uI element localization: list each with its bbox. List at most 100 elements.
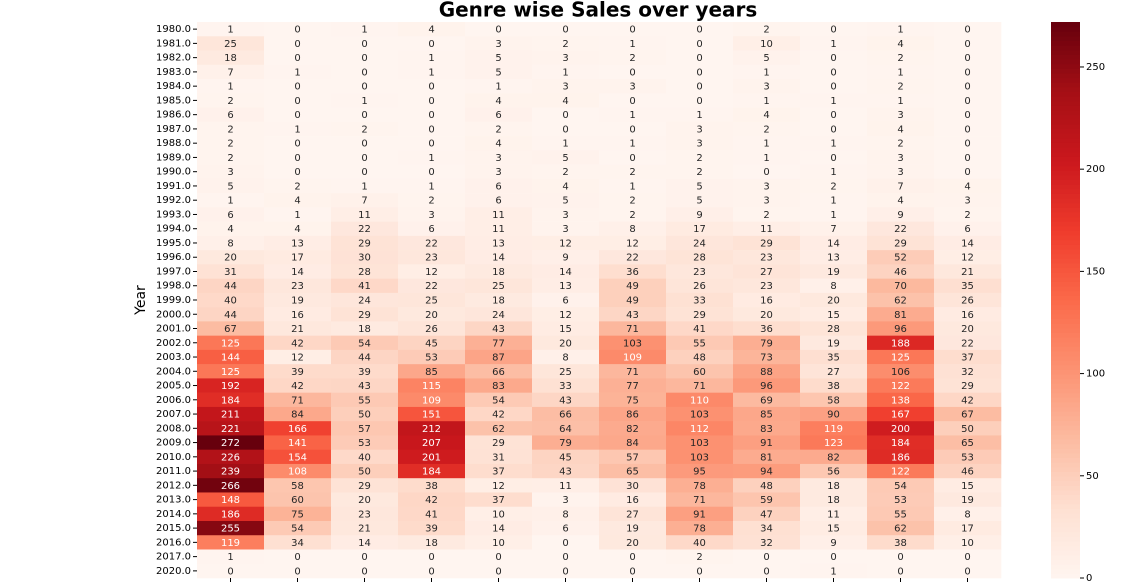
chart-title: Genre wise Sales over years — [439, 0, 758, 22]
cell-label: 239 — [221, 467, 240, 478]
colorbar-segment — [1051, 72, 1080, 79]
colorbar-segment — [1051, 369, 1080, 375]
heatmap-cell — [800, 421, 868, 436]
cell-label: 212 — [422, 424, 441, 435]
heatmap-cell — [264, 506, 332, 522]
cell-label: 3 — [696, 139, 702, 150]
cell-label: 0 — [696, 566, 702, 577]
heatmap-cell — [331, 307, 399, 322]
colorbar-segment — [1051, 45, 1080, 51]
colorbar-segment — [1051, 77, 1080, 83]
cell-label: 5 — [562, 153, 568, 164]
heatmap-cell — [666, 64, 734, 80]
colorbar-segment — [1051, 568, 1080, 574]
cell-label: 1 — [227, 196, 233, 207]
cell-label: 5 — [562, 196, 568, 207]
colorbar-segment — [1051, 397, 1080, 403]
colorbar-segment — [1051, 327, 1080, 333]
colorbar-segment — [1051, 462, 1080, 468]
y-tick-label: 1989.0 — [156, 152, 191, 163]
heatmap-cell — [398, 535, 466, 550]
heatmap-cell — [264, 150, 332, 165]
heatmap-cell — [867, 136, 935, 151]
cell-label: 166 — [288, 424, 307, 435]
cell-label: 0 — [897, 552, 903, 563]
heatmap-cell — [599, 250, 667, 265]
heatmap-cell — [465, 164, 533, 180]
cell-label: 0 — [830, 124, 836, 135]
heatmap-cell — [800, 435, 868, 450]
cell-label: 25 — [492, 281, 505, 292]
cell-label: 44 — [358, 353, 371, 364]
y-tick-label: 2008.0 — [156, 423, 191, 434]
colorbar-segment — [1051, 425, 1080, 431]
colorbar-segment — [1051, 96, 1080, 102]
heatmap-cell — [398, 449, 466, 465]
cell-label: 15 — [961, 481, 974, 492]
heatmap-cell — [800, 378, 868, 393]
heatmap-cell — [867, 264, 935, 279]
colorbar-tick-label: 250 — [1086, 62, 1105, 73]
heatmap-cell — [733, 278, 801, 294]
heatmap-cell — [398, 506, 466, 522]
cell-label: 0 — [294, 110, 300, 121]
heatmap-cell — [599, 107, 667, 123]
cell-label: 30 — [358, 253, 371, 264]
cell-label: 0 — [830, 552, 836, 563]
heatmap-cell — [934, 235, 1002, 251]
heatmap-cell — [532, 535, 600, 550]
heatmap-cell — [398, 264, 466, 279]
cell-label: 16 — [760, 296, 773, 307]
heatmap-cell — [599, 164, 667, 180]
cell-label: 1 — [830, 210, 836, 221]
colorbar-segment — [1051, 545, 1080, 551]
cell-label: 6 — [495, 110, 501, 121]
cell-label: 20 — [760, 310, 773, 321]
cell-label: 0 — [629, 566, 635, 577]
cell-label: 1 — [495, 82, 501, 93]
heatmap-cell — [331, 349, 399, 365]
cell-label: 81 — [760, 452, 773, 463]
heatmap-cell — [197, 349, 265, 365]
heatmap-cell — [331, 79, 399, 94]
cell-label: 211 — [221, 410, 240, 421]
heatmap-cell — [934, 221, 1002, 237]
colorbar-segment — [1051, 59, 1080, 65]
cell-label: 13 — [291, 238, 304, 249]
heatmap-cell — [867, 64, 935, 80]
cell-label: 62 — [894, 296, 907, 307]
cell-label: 65 — [961, 438, 974, 449]
colorbar-segment — [1051, 429, 1080, 435]
heatmap-cell — [867, 349, 935, 365]
cell-label: 31 — [492, 452, 505, 463]
y-tick-label: 2010.0 — [156, 452, 191, 463]
cell-label: 0 — [562, 552, 568, 563]
heatmap-cell — [800, 307, 868, 322]
colorbar-segment — [1051, 262, 1080, 269]
heatmap-cell — [331, 36, 399, 51]
heatmap-cell — [800, 549, 868, 565]
heatmap-cell — [465, 435, 533, 450]
heatmap-cell — [800, 93, 868, 108]
heatmap-cell — [532, 136, 600, 151]
heatmap-cell — [264, 520, 332, 536]
colorbar-segment — [1051, 188, 1080, 194]
cell-label: 0 — [964, 53, 970, 64]
colorbar-segment — [1051, 513, 1080, 519]
cell-label: 1 — [361, 25, 367, 36]
cell-label: 2 — [696, 167, 702, 178]
cell-label: 40 — [358, 452, 371, 463]
cell-label: 53 — [894, 495, 907, 506]
cell-label: 0 — [294, 82, 300, 93]
heatmap-cell — [398, 435, 466, 450]
heatmap-cell — [666, 121, 734, 137]
colorbar-segment — [1051, 364, 1080, 370]
cell-label: 13 — [492, 238, 505, 249]
cell-label: 12 — [626, 238, 639, 249]
cell-label: 43 — [559, 395, 572, 406]
colorbar-segment — [1051, 527, 1080, 533]
cell-label: 60 — [291, 495, 304, 506]
colorbar-segment — [1051, 133, 1080, 139]
cell-label: 17 — [961, 524, 974, 535]
heatmap-cell — [465, 193, 533, 208]
